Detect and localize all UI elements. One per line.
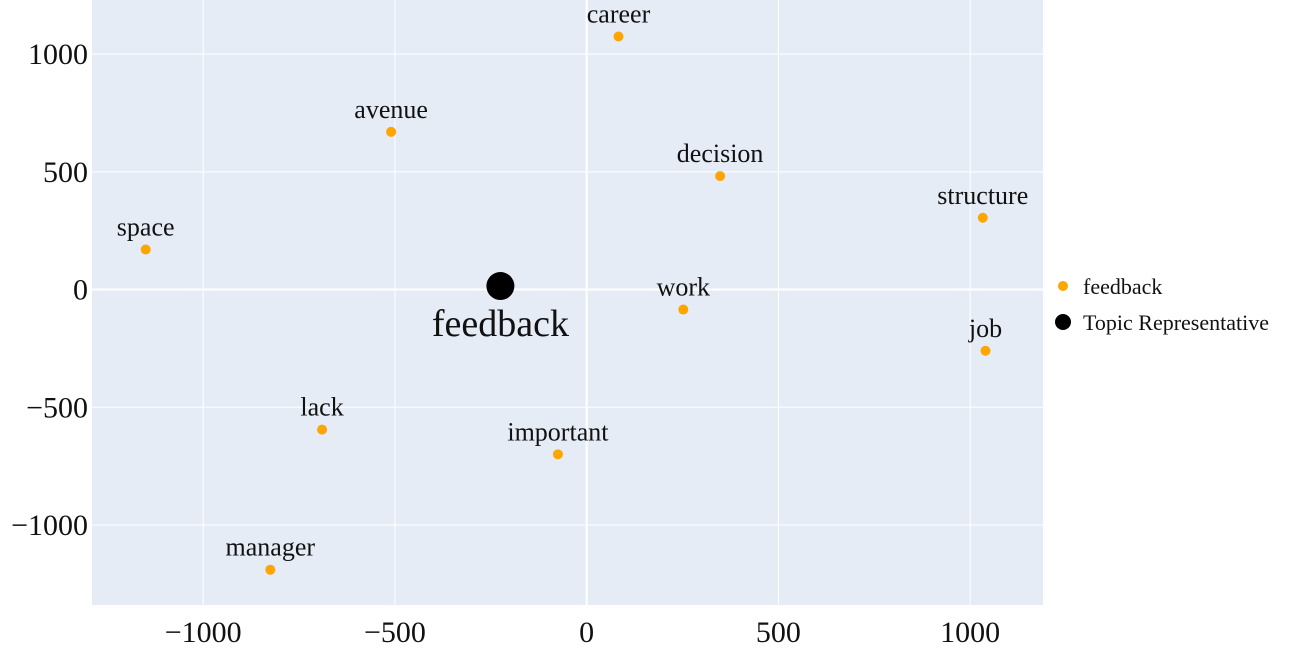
legend-marker xyxy=(1058,281,1068,291)
plot-background xyxy=(92,0,1043,605)
x-tick-label: 1000 xyxy=(940,616,1000,649)
legend-label: Topic Representative xyxy=(1083,310,1269,335)
x-tick-label: −1000 xyxy=(165,616,242,649)
point-label-structure: structure xyxy=(937,181,1028,210)
topic-representative-point[interactable] xyxy=(486,272,515,301)
grid-lines xyxy=(92,0,1043,605)
y-axis-ticks: −1000 −500 0 500 1000 xyxy=(11,38,88,542)
point-label-important: important xyxy=(507,417,609,446)
x-axis-ticks: −1000 −500 0 500 1000 xyxy=(165,616,1000,649)
point-structure[interactable] xyxy=(977,212,988,223)
y-tick-label: 1000 xyxy=(28,38,88,71)
legend[interactable]: feedback Topic Representative xyxy=(1055,274,1269,335)
x-tick-label: 500 xyxy=(756,616,801,649)
point-manager[interactable] xyxy=(265,564,276,575)
point-label-space: space xyxy=(117,213,175,242)
point-work[interactable] xyxy=(678,304,689,315)
y-tick-label: 500 xyxy=(43,156,88,189)
legend-marker xyxy=(1055,314,1071,330)
point-label-manager: manager xyxy=(226,533,316,562)
point-decision[interactable] xyxy=(715,171,726,182)
point-lack[interactable] xyxy=(317,424,328,435)
point-label-career: career xyxy=(587,0,651,28)
y-tick-label: −1000 xyxy=(11,509,88,542)
y-tick-label: 0 xyxy=(73,274,88,307)
point-label-lack: lack xyxy=(300,393,343,422)
point-space[interactable] xyxy=(140,244,151,255)
legend-item-0[interactable]: feedback xyxy=(1058,274,1162,299)
point-label-avenue: avenue xyxy=(354,95,428,124)
topic-representative-label: feedback xyxy=(432,303,569,345)
point-career[interactable] xyxy=(613,31,624,42)
point-avenue[interactable] xyxy=(386,126,397,137)
point-label-job: job xyxy=(968,314,1002,343)
y-tick-label: −500 xyxy=(26,391,88,424)
point-label-work: work xyxy=(657,273,710,302)
data-points: career avenue decision structure work job lack… xyxy=(117,0,1028,575)
x-tick-label: −500 xyxy=(364,616,426,649)
legend-label: feedback xyxy=(1083,274,1162,299)
point-label-decision: decision xyxy=(677,139,764,168)
point-job[interactable] xyxy=(980,345,991,356)
x-tick-label: 0 xyxy=(579,616,594,649)
point-important[interactable] xyxy=(552,449,563,460)
legend-item-1[interactable]: Topic Representative xyxy=(1055,310,1269,335)
